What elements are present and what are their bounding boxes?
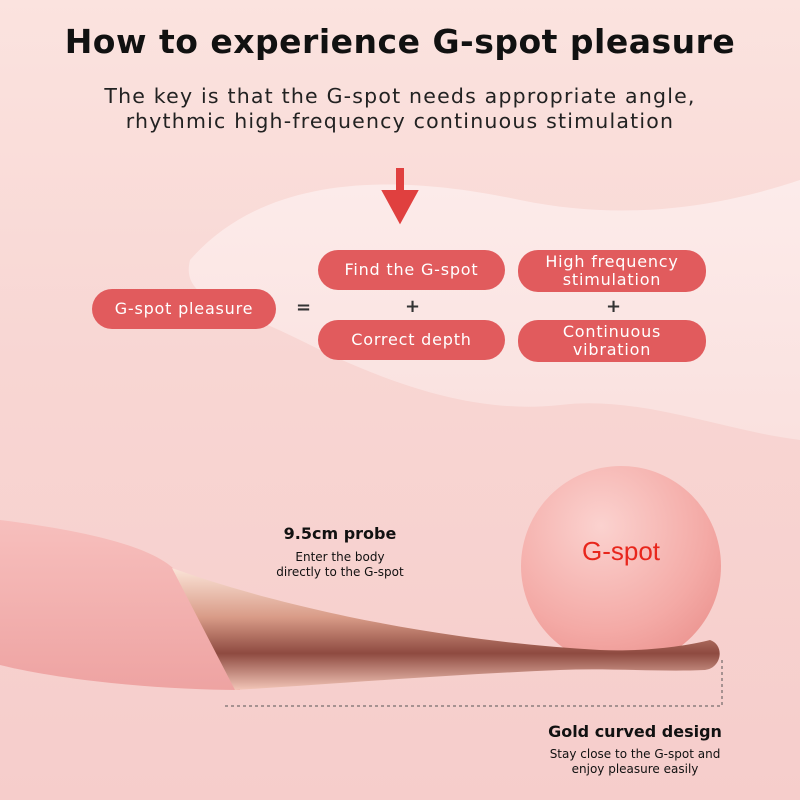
design-desc-line2: enjoy pleasure easily bbox=[571, 762, 699, 776]
arrow-down-icon bbox=[381, 168, 419, 225]
pill-correct-depth: Correct depth bbox=[318, 320, 505, 360]
device-body bbox=[0, 520, 240, 690]
equals-sign: = bbox=[296, 297, 312, 318]
pill-continuous-vibration: Continuous vibration bbox=[518, 320, 706, 362]
plus-sign: + bbox=[606, 296, 622, 317]
design-title: Gold curved design bbox=[548, 722, 722, 741]
probe-title: 9.5cm probe bbox=[283, 524, 397, 543]
subtitle-line1: The key is that the G-spot needs appropr… bbox=[104, 84, 696, 108]
probe-desc-line2: directly to the G-spot bbox=[276, 565, 404, 579]
g-spot-ball bbox=[521, 466, 721, 666]
design-desc-line1: Stay close to the G-spot and bbox=[549, 747, 721, 761]
g-spot-label: G-spot bbox=[581, 536, 661, 566]
pill-g-spot-pleasure: G-spot pleasure bbox=[92, 289, 276, 329]
pill-find-g-spot: Find the G-spot bbox=[318, 250, 505, 290]
pill-high-frequency: High frequency stimulation bbox=[518, 250, 706, 292]
page-title: How to experience G-spot pleasure bbox=[64, 22, 736, 61]
wave-shape bbox=[188, 180, 800, 440]
probe-desc-line1: Enter the body bbox=[295, 550, 385, 564]
gold-probe bbox=[172, 568, 720, 690]
plus-sign: + bbox=[405, 296, 421, 317]
subtitle-line2: rhythmic high-frequency continuous stimu… bbox=[125, 109, 675, 133]
